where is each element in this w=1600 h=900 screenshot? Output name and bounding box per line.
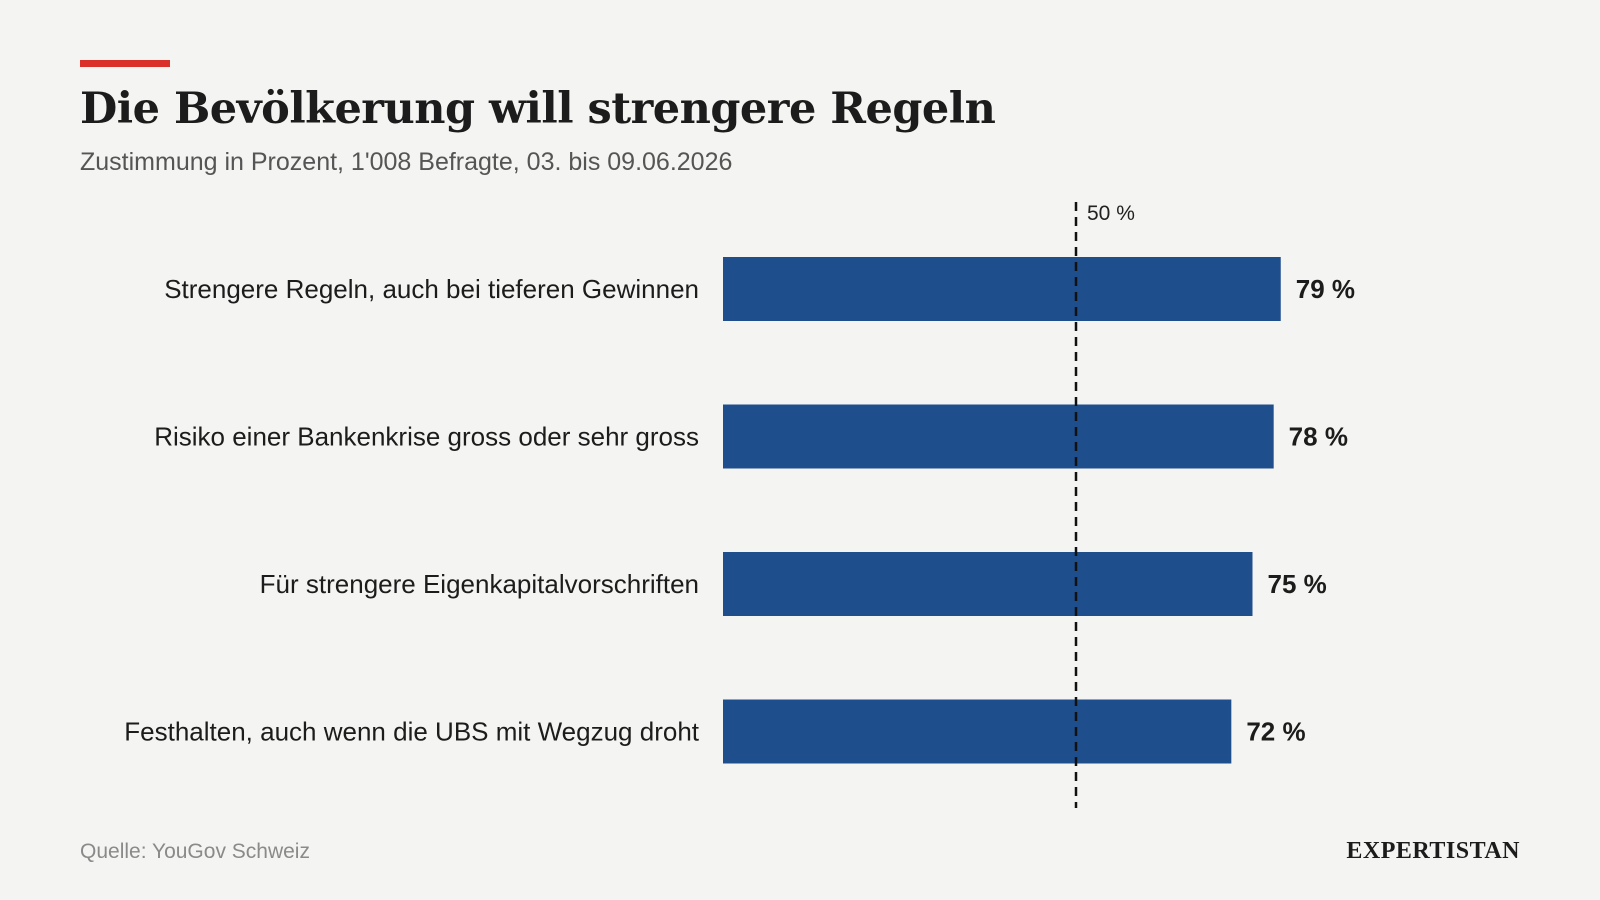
bar-2 [723,404,1274,469]
labels-layer: Strengere Regeln, auch bei tieferen Gewi… [124,274,1355,747]
category-label-1: Strengere Regeln, auch bei tieferen Gewi… [164,274,699,304]
bar-1 [723,257,1281,321]
brand-logo: EXPERTISTAN [1346,838,1520,864]
category-label-4: Festhalten, auch wenn die UBS mit Wegzug… [124,717,699,747]
value-label-1: 79 % [1296,274,1355,304]
bar-chart: Strengere Regeln, auch bei tieferen Gewi… [124,202,1355,808]
source-note: Quelle: YouGov Schweiz [80,840,310,863]
chart-title: Die Bevölkerung will strengere Regeln [80,84,996,134]
category-label-3: Für strengere Eigenkapitalvorschriften [260,569,699,599]
bar-4 [723,699,1232,764]
bars-layer [723,257,1281,764]
value-label-4: 72 % [1246,717,1305,747]
bar-3 [723,552,1253,616]
value-label-2: 78 % [1289,422,1348,452]
reference-line-label: 50 % [1087,202,1135,225]
accent-bar [80,60,170,67]
value-label-3: 75 % [1268,569,1327,599]
chart-subtitle: Zustimmung in Prozent, 1'008 Befragte, 0… [80,148,733,176]
category-label-2: Risiko einer Bankenkrise gross oder sehr… [154,422,699,452]
